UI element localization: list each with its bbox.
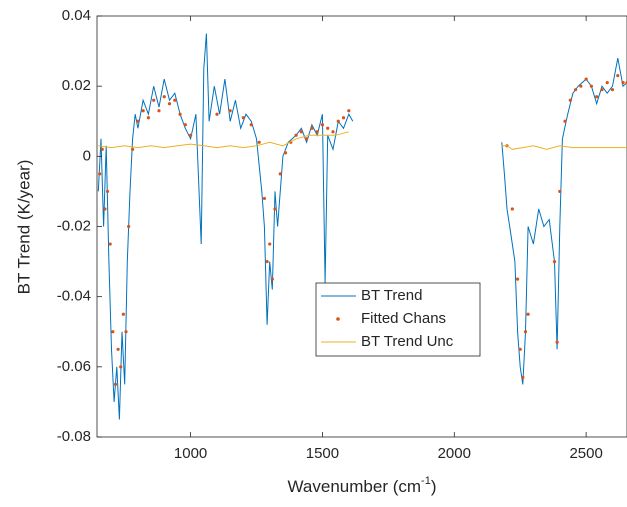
fitted-dot bbox=[310, 126, 314, 130]
fitted-dot bbox=[326, 126, 330, 130]
fitted-dot bbox=[257, 140, 261, 144]
fitted-dot bbox=[241, 116, 245, 120]
fitted-dot bbox=[299, 130, 303, 134]
fitted-dot bbox=[558, 189, 562, 194]
fitted-dot bbox=[249, 123, 253, 127]
x-tick-label: 2000 bbox=[438, 445, 471, 462]
fitted-dot bbox=[320, 123, 325, 127]
fitted-dot bbox=[108, 242, 112, 246]
fitted-dot bbox=[568, 98, 572, 102]
fitted-dot bbox=[573, 88, 578, 92]
plot-area bbox=[96, 15, 627, 438]
fitted-dot bbox=[331, 130, 335, 134]
fitted-dot bbox=[157, 109, 161, 113]
legend-box bbox=[315, 282, 481, 357]
fitted-dot bbox=[518, 347, 522, 351]
fitted-dot bbox=[552, 259, 557, 264]
y-tick-label: 0.02 bbox=[62, 77, 91, 94]
x-tick-label: 1500 bbox=[306, 445, 339, 462]
x-label-main: Wavenumber (cm bbox=[288, 477, 422, 496]
x-label-sup: -1 bbox=[421, 475, 431, 487]
fitted-dot bbox=[600, 88, 604, 92]
fitted-dot bbox=[100, 147, 104, 151]
fitted-dot bbox=[228, 109, 232, 113]
fitted-dot bbox=[262, 196, 267, 201]
fitted-dot bbox=[347, 109, 351, 113]
y-tick-label: 0 bbox=[83, 147, 91, 164]
fitted-dot bbox=[579, 84, 583, 88]
fitted-dot bbox=[105, 189, 110, 194]
fitted-dot bbox=[152, 98, 156, 102]
fitted-dot bbox=[336, 119, 340, 123]
fitted-dot bbox=[268, 242, 272, 246]
x-axis-label: Wavenumber (cm-1) bbox=[288, 475, 437, 497]
series-line bbox=[98, 131, 627, 150]
fitted-dot bbox=[98, 172, 102, 176]
legend-label: Fitted Chans bbox=[361, 310, 446, 327]
fitted-dot bbox=[178, 112, 182, 116]
x-label-end: ) bbox=[431, 477, 437, 496]
legend-marker bbox=[336, 317, 340, 321]
fitted-dot bbox=[584, 77, 588, 81]
legend-label: BT Trend bbox=[361, 287, 422, 304]
fitted-dot bbox=[162, 95, 166, 99]
fitted-dot bbox=[119, 365, 123, 369]
y-tick-label: -0.02 bbox=[57, 217, 91, 234]
fitted-dot bbox=[521, 375, 525, 379]
fitted-dot bbox=[111, 330, 115, 334]
fitted-dot bbox=[124, 330, 128, 334]
fitted-dot bbox=[265, 259, 269, 264]
fitted-dot bbox=[595, 95, 599, 99]
fitted-dot bbox=[103, 207, 107, 211]
fitted-dot bbox=[294, 133, 298, 137]
fitted-dot bbox=[116, 347, 120, 351]
y-axis-label: BT Trend (K/year) bbox=[14, 160, 33, 295]
y-tick-label: -0.04 bbox=[57, 288, 91, 305]
fitted-dot bbox=[283, 151, 288, 155]
fitted-dot bbox=[146, 116, 151, 120]
fitted-dot bbox=[183, 123, 187, 127]
fitted-dot bbox=[523, 330, 528, 334]
fitted-dot bbox=[130, 147, 135, 151]
fitted-dot bbox=[215, 112, 219, 116]
fitted-dot bbox=[563, 119, 567, 123]
fitted-dot bbox=[136, 119, 140, 123]
fitted-dot bbox=[189, 133, 193, 137]
y-tick-label: -0.06 bbox=[57, 358, 91, 375]
fitted-dot bbox=[127, 224, 131, 229]
fitted-dot bbox=[273, 207, 277, 211]
y-tick-label: -0.08 bbox=[57, 428, 91, 445]
fitted-dot bbox=[589, 84, 594, 88]
y-tick-label: 0.04 bbox=[62, 7, 91, 24]
fitted-dot bbox=[315, 130, 319, 134]
fitted-dot bbox=[141, 109, 145, 113]
fitted-dot bbox=[610, 88, 615, 92]
fitted-dot bbox=[167, 102, 172, 106]
fitted-dot bbox=[121, 312, 125, 316]
fitted-dot bbox=[173, 98, 177, 102]
legend: BT Trend Fitted Chans BT Trend Unc bbox=[315, 282, 481, 357]
fitted-dot bbox=[621, 81, 625, 85]
fitted-dot bbox=[526, 312, 530, 316]
fitted-dot bbox=[510, 207, 514, 211]
fitted-dot bbox=[605, 81, 609, 85]
fitted-dot bbox=[270, 277, 274, 281]
fitted-dot bbox=[616, 74, 620, 78]
x-tick-label: 2500 bbox=[569, 445, 602, 462]
fitted-dot bbox=[113, 382, 118, 386]
fitted-dot bbox=[305, 137, 309, 141]
fitted-dot bbox=[278, 172, 282, 176]
fitted-dot bbox=[341, 116, 346, 120]
plot-layer bbox=[97, 33, 627, 420]
legend-label: BT Trend Unc bbox=[361, 333, 454, 350]
fitted-dot bbox=[515, 277, 520, 281]
x-tick-label: 1000 bbox=[174, 445, 207, 462]
fitted-dot bbox=[555, 340, 559, 344]
